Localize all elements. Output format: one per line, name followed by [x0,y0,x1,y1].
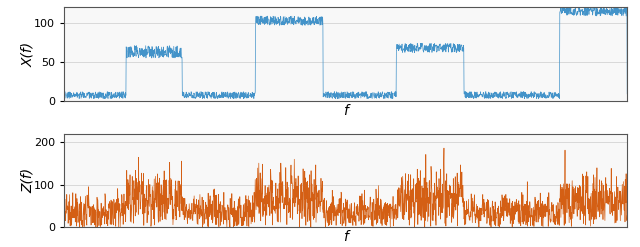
Y-axis label: X(f): X(f) [21,42,35,67]
X-axis label: f: f [343,230,348,244]
Y-axis label: Z(f): Z(f) [21,168,35,193]
X-axis label: f: f [343,104,348,118]
